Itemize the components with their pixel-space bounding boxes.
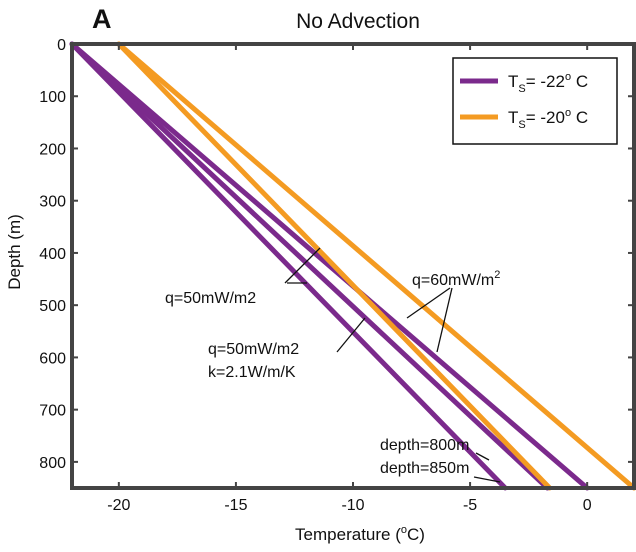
annotation-q60-main: q=60mW/m (412, 272, 494, 289)
y-tick-label: 500 (39, 298, 66, 315)
legend-entry-orange: TS= -20o C (508, 107, 588, 131)
y-tick-label: 800 (39, 455, 66, 472)
legend-entry-purple: TS= -22o C (508, 71, 588, 95)
x-tick-label: -5 (463, 497, 477, 514)
x-axis-label-unit: C) (407, 525, 425, 544)
y-tick-label: 100 (39, 89, 66, 106)
annotation-q60-sup: 2 (494, 269, 500, 281)
y-tick-label: 200 (39, 141, 66, 158)
legend: TS= -22o C TS= -20o C (452, 57, 618, 145)
x-tick-label: -15 (224, 497, 247, 514)
panel-label: A (92, 4, 112, 34)
legend-degree: o (565, 71, 571, 83)
x-axis-label-main: Temperature ( (295, 525, 401, 544)
annotation-pointer (473, 476, 501, 483)
x-tick-label: -20 (107, 497, 130, 514)
y-tick-label: 600 (39, 350, 66, 367)
legend-sub: S (518, 83, 525, 95)
series-line-purple-1 (69, 41, 550, 491)
x-tick-label: -10 (341, 497, 364, 514)
legend-t: T (508, 108, 518, 127)
legend-box (452, 57, 618, 145)
annotation-q50: q=50mW/m2 (165, 290, 256, 307)
x-axis-label: Temperature (oC) (295, 524, 425, 544)
annotation-q50-k: q=50mW/m2 (208, 341, 299, 358)
series-line-orange-3 (116, 41, 553, 491)
y-axis-label: Depth (m) (5, 214, 24, 290)
legend-unit: C (571, 108, 588, 127)
annotation-depth-850: depth=850m (380, 460, 469, 477)
legend-t: T (508, 72, 518, 91)
series-line-orange-4 (116, 41, 636, 491)
y-tick-label: 700 (39, 403, 66, 420)
legend-value: = -22 (526, 72, 565, 91)
annotations: q=50mW/m2 q=50mW/m2 k=2.1W/m/K q=60mW/m2… (165, 247, 501, 483)
y-axis-ticks: 0 100 200 300 400 500 600 700 800 (39, 37, 634, 472)
x-axis-label-sup: o (401, 524, 407, 536)
y-tick-label: 300 (39, 194, 66, 211)
annotation-pointer (436, 287, 453, 353)
legend-sub: S (518, 119, 525, 131)
y-tick-label: 0 (57, 37, 66, 54)
annotation-pointer (284, 247, 321, 284)
chart-title: No Advection (296, 10, 420, 33)
x-tick-label: 0 (583, 497, 592, 514)
annotation-q60: q=60mW/m2 (412, 269, 500, 289)
legend-value: = -20 (526, 108, 565, 127)
series-line-purple-2 (69, 41, 590, 491)
x-axis-ticks: -20 -15 -10 -5 0 (107, 44, 592, 514)
legend-degree: o (565, 107, 571, 119)
annotation-pointer (336, 317, 366, 353)
annotation-depth-800: depth=800m (380, 437, 469, 454)
annotation-k21: k=2.1W/m/K (208, 364, 296, 381)
series-layer (69, 41, 636, 491)
series-line-purple-0 (69, 41, 508, 491)
annotation-pointer (475, 452, 490, 461)
y-tick-label: 400 (39, 246, 66, 263)
annotation-pointer (406, 287, 451, 319)
legend-unit: C (571, 72, 588, 91)
